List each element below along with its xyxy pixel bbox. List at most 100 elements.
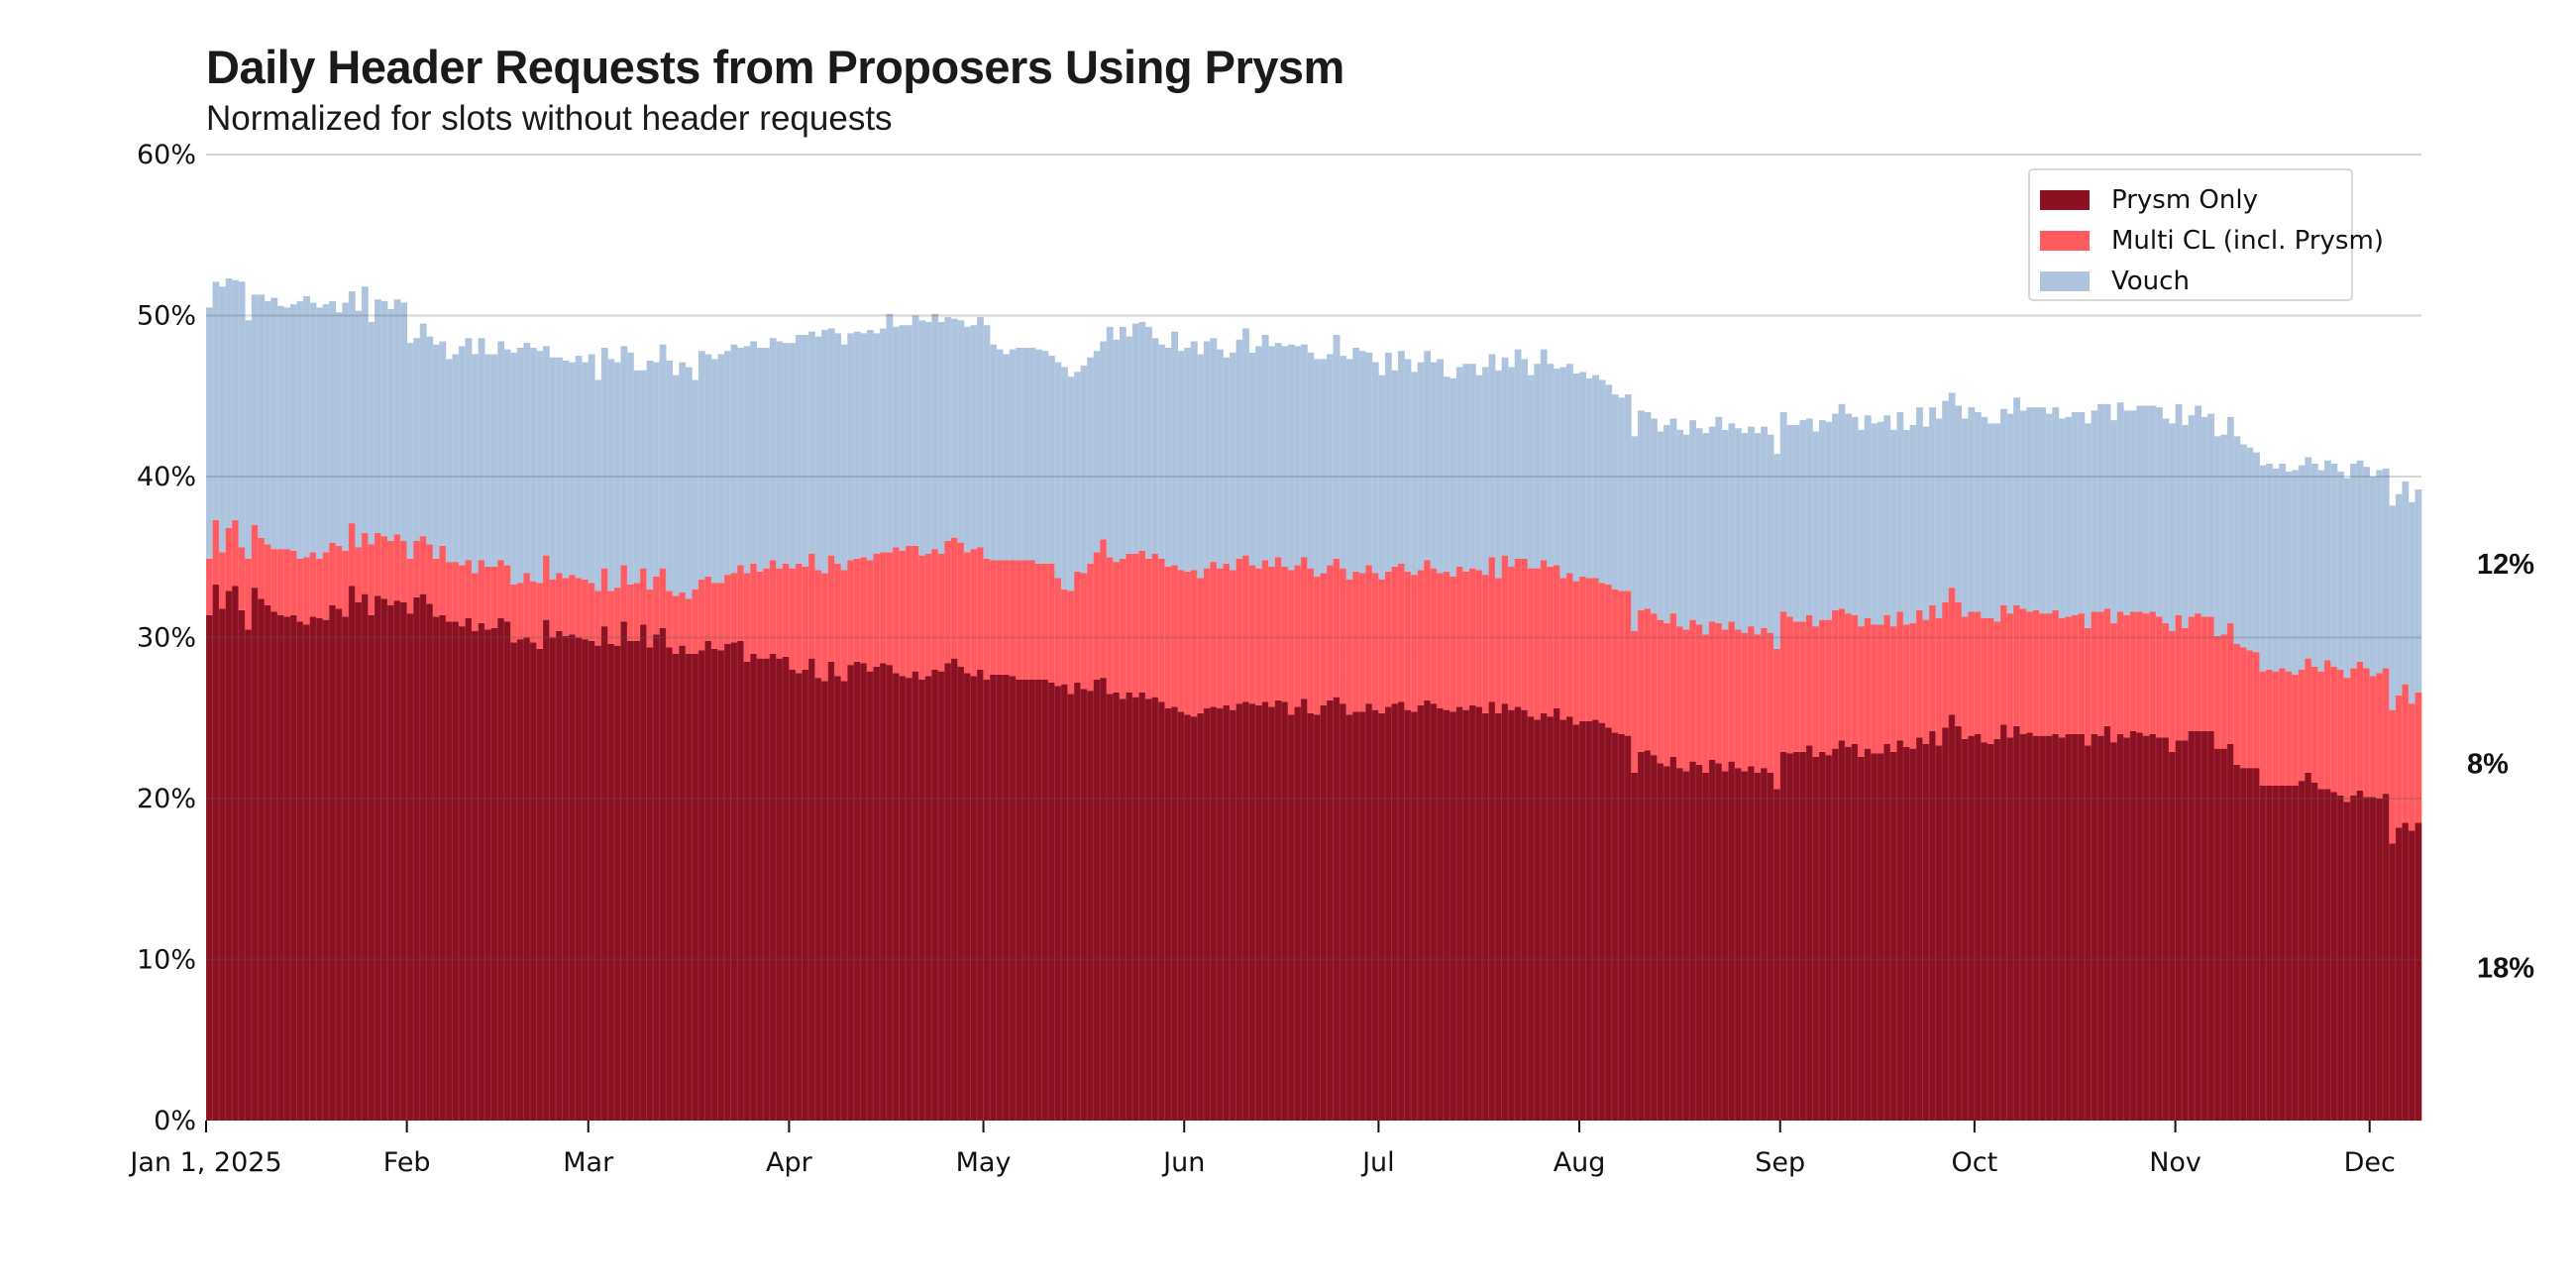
bar-vouch <box>1462 364 1470 572</box>
bar-vouch <box>2065 416 2073 617</box>
bar-prysm-only <box>1883 743 1891 1121</box>
bar-multi-cl-incl-prysm <box>931 549 939 671</box>
bar-multi-cl-incl-prysm <box>692 589 699 654</box>
bar-vouch <box>2317 470 2325 672</box>
bar-multi-cl-incl-prysm <box>2343 678 2351 803</box>
bar-prysm-only <box>1592 719 1599 1122</box>
bar-vouch <box>2376 470 2384 674</box>
bar-prysm-only <box>1074 683 1081 1121</box>
bar-vouch <box>1113 339 1121 563</box>
x-tick-label: Jan 1, 2025 <box>128 1147 281 1178</box>
bar-prysm-only <box>1858 756 1866 1121</box>
bar-vouch <box>2207 413 2215 617</box>
bar-prysm-only <box>1080 689 1088 1121</box>
bar-vouch <box>2343 478 2351 679</box>
bar-vouch <box>1197 354 1205 579</box>
bar-prysm-only <box>406 613 414 1122</box>
bar-prysm-only <box>653 634 660 1121</box>
bar-vouch <box>1572 374 1580 582</box>
bar-prysm-only <box>1540 712 1548 1122</box>
bar-prysm-only <box>2350 795 2357 1121</box>
bar-vouch <box>1061 367 1068 590</box>
bar-multi-cl-incl-prysm <box>556 573 563 631</box>
bar-multi-cl-incl-prysm <box>1631 631 1639 773</box>
bar-multi-cl-incl-prysm <box>613 588 621 646</box>
bar-prysm-only <box>1664 766 1670 1121</box>
bar-prysm-only <box>1424 699 1431 1122</box>
bar-multi-cl-incl-prysm <box>575 578 583 638</box>
bar-vouch <box>387 309 394 541</box>
bar-vouch <box>1203 341 1211 569</box>
y-tick-label: 60% <box>137 140 196 170</box>
bar-multi-cl-incl-prysm <box>1896 611 1904 741</box>
x-tick-label: Mar <box>563 1147 614 1178</box>
bar-prysm-only <box>1559 719 1567 1122</box>
bar-vouch <box>1799 420 1807 622</box>
bar-multi-cl-incl-prysm <box>2272 671 2280 787</box>
bar-multi-cl-incl-prysm <box>717 583 725 651</box>
bar-prysm-only <box>2065 734 2073 1121</box>
bar-multi-cl-incl-prysm <box>996 560 1004 675</box>
bar-multi-cl-incl-prysm <box>1514 558 1522 707</box>
bar-vouch <box>1974 412 1982 612</box>
bar-vouch <box>1455 367 1463 567</box>
bar-prysm-only <box>2239 768 2247 1122</box>
bar-prysm-only <box>1417 704 1425 1121</box>
x-tick-label: May <box>956 1147 1012 1178</box>
bar-multi-cl-incl-prysm <box>1909 622 1917 749</box>
bar-vouch <box>1981 416 1988 619</box>
bar-multi-cl-incl-prysm <box>2259 671 2267 787</box>
bar-vouch <box>1488 354 1496 558</box>
bar-vouch <box>400 302 407 541</box>
bar-multi-cl-incl-prysm <box>1981 618 1988 743</box>
bar-multi-cl-incl-prysm <box>1314 576 1321 715</box>
bar-prysm-only <box>1585 721 1593 1121</box>
bar-vouch <box>1067 376 1075 591</box>
legend-item-vouch: Vouch <box>2040 264 2190 299</box>
bar-multi-cl-incl-prysm <box>906 545 912 679</box>
bar-prysm-only <box>970 676 978 1121</box>
bar-prysm-only <box>1009 676 1017 1121</box>
bar-prysm-only <box>1916 737 1923 1121</box>
bar-vouch <box>1475 375 1483 571</box>
bar-prysm-only <box>1061 684 1068 1122</box>
bar-vouch <box>303 296 310 558</box>
bar-multi-cl-incl-prysm <box>1708 621 1716 760</box>
bar-prysm-only <box>1993 738 2001 1122</box>
bar-vouch <box>562 361 570 579</box>
bar-multi-cl-incl-prysm <box>368 544 376 615</box>
bar-vouch <box>2032 407 2040 610</box>
bar-vouch <box>1009 349 1017 561</box>
bar-prysm-only <box>1462 709 1470 1122</box>
bar-prysm-only <box>763 658 771 1122</box>
bar-prysm-only <box>1190 716 1198 1122</box>
bar-multi-cl-incl-prysm <box>1462 571 1470 710</box>
bar-vouch <box>2305 457 2312 659</box>
bar-multi-cl-incl-prysm <box>1468 568 1476 705</box>
bar-vouch <box>529 348 537 582</box>
bar-vouch <box>1216 349 1224 569</box>
bar-prysm-only <box>361 593 369 1122</box>
bar-multi-cl-incl-prysm <box>529 581 537 643</box>
bar-prysm-only <box>990 674 997 1122</box>
bar-vouch <box>1695 428 1703 625</box>
bar-prysm-only <box>2085 745 2092 1122</box>
bar-multi-cl-incl-prysm <box>840 570 848 682</box>
bar-prysm-only <box>393 600 401 1122</box>
bar-prysm-only <box>2285 786 2293 1121</box>
bar-vouch <box>970 325 978 550</box>
bar-multi-cl-incl-prysm <box>2195 613 2202 731</box>
bar-multi-cl-incl-prysm <box>2058 618 2066 738</box>
bar-multi-cl-incl-prysm <box>478 560 485 623</box>
bar-vouch <box>2136 405 2144 612</box>
bar-prysm-only <box>594 645 602 1122</box>
bar-multi-cl-incl-prysm <box>1553 565 1560 709</box>
bar-multi-cl-incl-prysm <box>1779 611 1787 752</box>
bar-multi-cl-incl-prysm <box>1851 614 1859 744</box>
bar-multi-cl-incl-prysm <box>484 567 491 630</box>
bar-vouch <box>679 362 687 592</box>
bar-prysm-only <box>1818 751 1826 1122</box>
bar-vouch <box>1812 431 1820 627</box>
bar-vouch <box>1358 351 1366 574</box>
bar-prysm-only <box>2337 795 2344 1121</box>
